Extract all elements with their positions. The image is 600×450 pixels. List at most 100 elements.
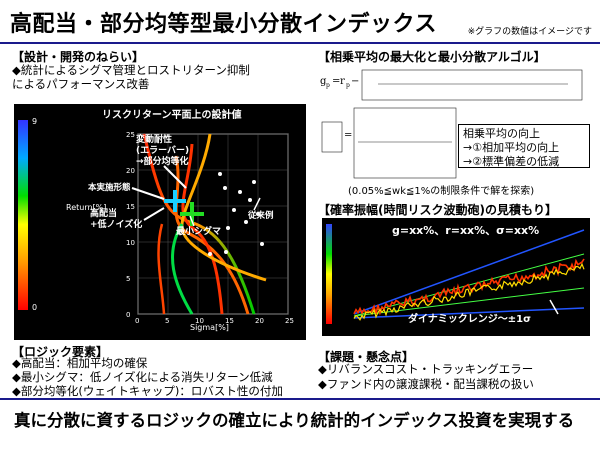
cross-bar xyxy=(173,190,177,212)
y-tick-label: 25 xyxy=(126,131,135,139)
chart-title: リスクリターン平面上の設計値 xyxy=(102,108,242,121)
x-tick-label: 0 xyxy=(135,317,139,325)
frontier-curve-e xyxy=(171,223,194,315)
formula-block-1 xyxy=(361,69,583,101)
band-lower xyxy=(353,307,585,319)
arrow-high-dividend xyxy=(143,207,165,221)
annotation-high-dividend: 高配当 xyxy=(90,207,117,219)
annotation-this-embodiment: 本実施形態 xyxy=(88,182,131,193)
prob-colorbar xyxy=(326,224,332,324)
return-path-alt xyxy=(353,262,585,321)
dynamic-range-arrow xyxy=(549,299,559,315)
logic-line-3: ◆部分均等化(ウェイトキャップ)：ロバスト性の付加 xyxy=(12,384,283,398)
formula-rp: r xyxy=(340,76,345,87)
prob-formula: g=xx%、r=xx%、σ=xx% xyxy=(392,224,539,237)
frontier-curve-c xyxy=(181,143,224,315)
formula-gp: g xyxy=(320,76,327,87)
x-tick-label: 10 xyxy=(195,317,204,325)
y-tick-label: 0 xyxy=(126,311,130,319)
formula-eq2: = xyxy=(344,130,352,141)
arrow-embodiment xyxy=(131,187,165,200)
issues-line-1: ◆リバランスコスト・トラッキングエラー xyxy=(318,362,534,376)
design-heading: 【設計・開発のねらい】 xyxy=(12,50,145,64)
point xyxy=(238,190,242,194)
image-note: ※グラフの数値はイメージです xyxy=(467,27,592,37)
risk-return-chart: 9 0 リスクリターン平面上の設計値 0 5 10 15 20 250510152025 … xyxy=(18,108,294,332)
band-upper xyxy=(353,229,585,315)
y-axis-label: Return[%] xyxy=(66,203,106,212)
annotation-robustness: 変動耐性 xyxy=(136,133,172,145)
point xyxy=(232,208,236,212)
annotation-errorbar: (エラーバー) xyxy=(136,145,189,156)
point xyxy=(223,186,227,190)
risk-return-chart-panel: 9 0 リスクリターン平面上の設計値 0 5 10 15 20 25 0 5 10 15 20 25 … xyxy=(14,104,306,340)
cyan-cross xyxy=(164,190,186,212)
point xyxy=(208,252,212,256)
colorbar-tick-top: 9 xyxy=(32,117,37,126)
point xyxy=(248,198,252,202)
footer-divider xyxy=(0,398,600,400)
x-tick-label: 15 xyxy=(225,317,234,325)
annotation-low-noise: +低ノイズ化 xyxy=(90,218,142,230)
frontier-curve-d xyxy=(180,133,267,282)
annotation-partial-equal: →部分均等化 xyxy=(136,155,189,167)
issues-heading: 【課題・懸念点】 xyxy=(318,350,415,364)
geo-mean-line-1: 相乗平均の向上 xyxy=(463,127,540,140)
footer-text: 真に分散に資するロジックの確立により統計的インデックス投資を実現する xyxy=(14,411,575,430)
point xyxy=(244,220,248,224)
annotation-conventional: 従来例 xyxy=(247,210,274,221)
point xyxy=(256,212,260,216)
arrow-robustness xyxy=(163,165,187,189)
design-line-2: によるパフォーマンス改善 xyxy=(12,77,150,91)
frontier-curve-b xyxy=(174,155,250,315)
arrow-conventional xyxy=(253,197,261,211)
tick-labels: 0 5 10 15 20 25 0 5 10 15 20 25 xyxy=(126,131,294,325)
scatter-points xyxy=(208,172,264,256)
frontier-curve-f xyxy=(157,223,166,315)
annotation-min-sigma: 最小シグマ xyxy=(176,225,221,237)
geo-mean-line-3: →②標準偏差の低減 xyxy=(463,155,560,168)
x-tick-label: 5 xyxy=(165,317,169,325)
return-path xyxy=(353,258,585,316)
point xyxy=(224,250,228,254)
y-tick-label: 20 xyxy=(126,167,135,175)
point xyxy=(252,180,256,184)
y-tick-label: 15 xyxy=(126,203,135,211)
arrow-min-sigma xyxy=(189,215,195,227)
formula-eq: = xyxy=(332,76,340,87)
geo-mean-box: 相乗平均の向上 →①相加平均の向上 →②標準偏差の低減 xyxy=(458,124,590,168)
x-tick-label: 25 xyxy=(285,317,294,325)
colorbar xyxy=(18,120,28,310)
formula-graphic: g p = r p − = xyxy=(320,69,583,179)
logic-line-2: ◆最小シグマ：低ノイズ化による消失リターン低減 xyxy=(12,370,273,384)
dynamic-range-label: ダイナミックレンジ〜±1σ xyxy=(408,312,531,325)
constraint-note: (0.05%≦wk≦1%の制限条件で解を探索) xyxy=(348,186,535,197)
formula-sub: p xyxy=(326,82,330,89)
prob-chart: g=xx%、r=xx%、σ=xx% ダイナミックレンジ〜±1σ xyxy=(326,224,585,325)
cross-bar xyxy=(190,202,194,226)
page-title: 高配当・部分均等型最小分散インデックス xyxy=(10,12,437,37)
prob-heading: 【確率振幅(時間リスク波動砲)の見積もり】 xyxy=(318,203,557,217)
formula-minus: − xyxy=(351,76,359,87)
point xyxy=(260,242,264,246)
logic-heading: 【ロジック要素】 xyxy=(12,345,109,359)
title-divider xyxy=(0,42,600,44)
prob-chart-panel: g=xx%、r=xx%、σ=xx% ダイナミックレンジ〜±1σ xyxy=(322,218,590,336)
y-tick-label: 5 xyxy=(126,275,130,283)
algo-heading: 【相乗平均の最大化と最小分散アルゴル】 xyxy=(318,50,546,64)
algo-formula-area: g p = r p − = xyxy=(318,66,596,186)
logic-line-1: ◆高配当：相加平均の確保 xyxy=(12,356,148,370)
formula-sub: p xyxy=(346,82,350,89)
issues-line-2: ◆ファンド内の譲渡課税・配当課税の扱い xyxy=(318,377,534,391)
formula-block-2 xyxy=(353,107,457,179)
x-tick-label: 20 xyxy=(255,317,264,325)
point xyxy=(218,172,222,176)
point xyxy=(226,226,230,230)
y-tick-label: 10 xyxy=(126,239,135,247)
geo-mean-line-2: →①相加平均の向上 xyxy=(463,141,560,154)
colorbar-tick-bottom: 0 xyxy=(32,303,37,312)
x-axis-label: Sigma[%] xyxy=(190,323,229,332)
design-line-1: ◆統計によるシグマ管理とロストリターン抑制 xyxy=(12,63,250,77)
weight-vector xyxy=(321,121,343,153)
green-cross xyxy=(180,202,204,226)
